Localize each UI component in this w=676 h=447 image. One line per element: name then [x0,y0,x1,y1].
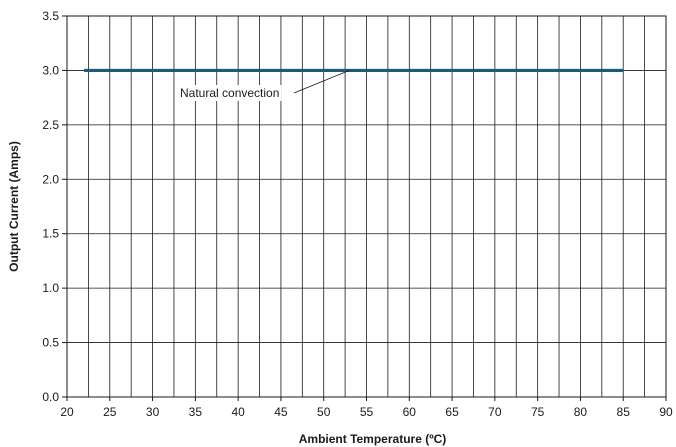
annotation-background [178,85,282,101]
x-tick-label: 40 [231,405,245,419]
x-tick-label: 60 [403,405,417,419]
x-tick-label: 20 [60,405,74,419]
y-tick-label: 3.5 [42,9,59,23]
y-tick-label: 0.0 [42,390,59,404]
x-tick-label: 85 [617,405,631,419]
y-axis-title: Output Current (Amps) [7,141,21,272]
x-tick-label: 80 [574,405,588,419]
plot-frame [66,15,667,398]
annotation-natural-convection: Natural convection [180,86,279,100]
y-axis-ticks: 0.0 0.5 1.0 1.5 2.0 2.5 3.0 3.5 [42,9,67,404]
x-axis-ticks: 20 25 30 35 40 45 50 55 60 65 70 75 80 85 90 [60,397,673,419]
x-tick-label: 45 [274,405,288,419]
y-tick-label: 3.0 [42,63,59,77]
annotation-leader-line [293,70,350,94]
x-tick-label: 30 [146,405,160,419]
y-tick-label: 2.0 [42,172,59,186]
x-axis-title: Ambient Temperature (ºC) [299,432,447,446]
x-tick-label: 90 [659,405,673,419]
annotation-layer: Natural convection [178,70,350,101]
y-tick-label: 1.0 [42,281,59,295]
x-tick-label: 35 [189,405,203,419]
x-tick-label: 65 [445,405,459,419]
x-tick-label: 25 [103,405,117,419]
grid [67,16,666,397]
x-tick-label: 75 [531,405,545,419]
x-tick-label: 55 [360,405,374,419]
y-tick-label: 1.5 [42,227,59,241]
y-tick-label: 0.5 [42,336,59,350]
y-tick-label: 2.5 [42,118,59,132]
x-tick-label: 70 [488,405,502,419]
x-tick-label: 50 [317,405,331,419]
